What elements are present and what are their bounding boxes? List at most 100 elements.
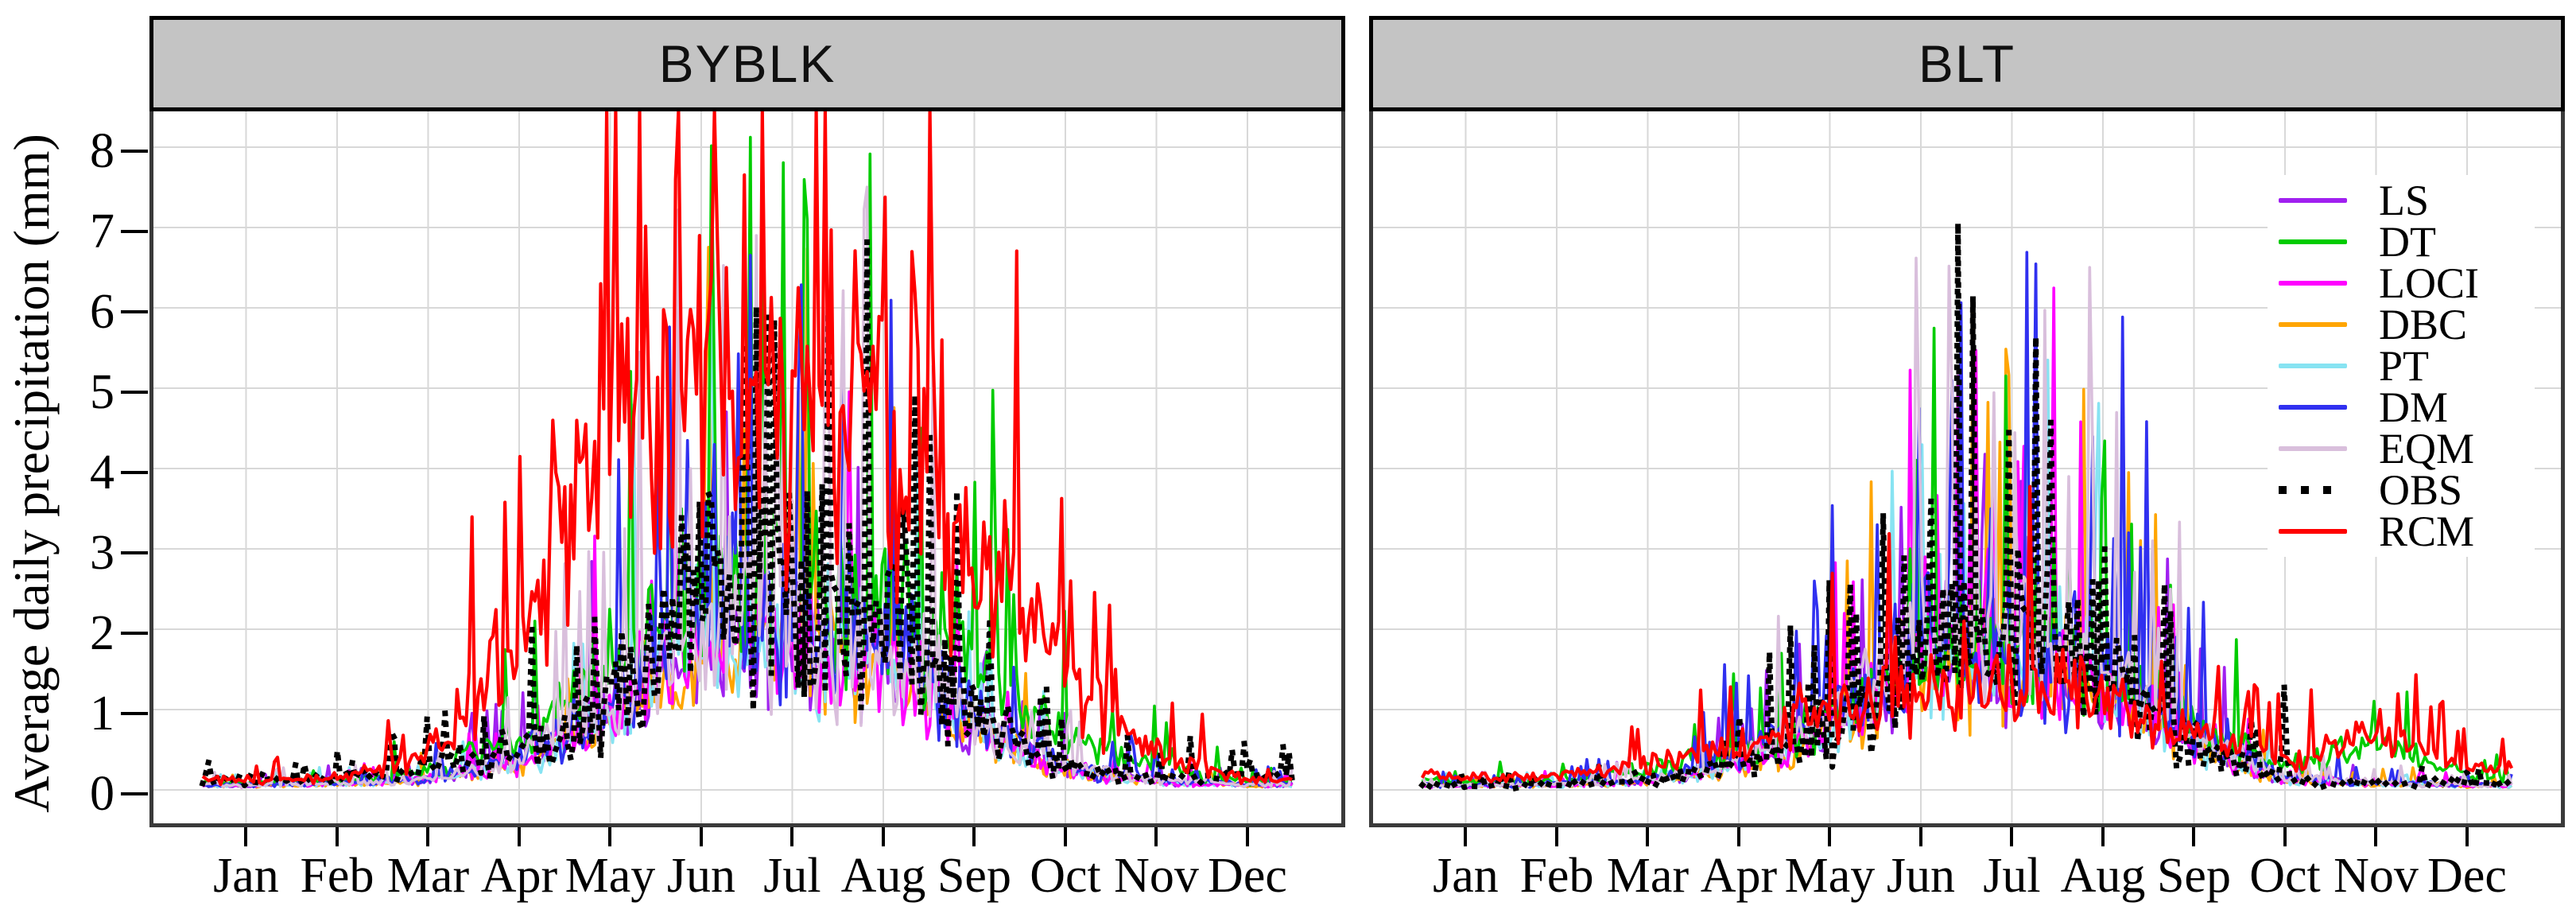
y-tick-5 [121, 391, 148, 394]
x-tick-Jul-panel0 [790, 827, 794, 846]
panel-plot-byblk [149, 111, 1345, 827]
x-tick-Mar-panel1 [1646, 827, 1650, 846]
x-tick-Apr-panel0 [517, 827, 521, 846]
legend-line-icon [2279, 239, 2347, 244]
x-tick-label-Nov-panel1: Nov [2334, 849, 2419, 903]
obs-dot-icon [2323, 486, 2331, 494]
x-tick-May-panel0 [608, 827, 612, 846]
legend-line-icon [2279, 281, 2347, 286]
x-tick-Mar-panel0 [426, 827, 430, 846]
legend-swatch-dt-line-icon [2279, 239, 2355, 244]
legend-line-icon [2279, 364, 2347, 368]
panel-title-byblk: BYBLK [658, 34, 836, 93]
legend-line-icon [2279, 405, 2347, 410]
legend-item-dbc: DBC [2268, 301, 2535, 348]
series-line-obs [1418, 220, 2516, 791]
legend-item-rcm: RCM [2268, 508, 2535, 555]
x-tick-label-Mar-panel1: Mar [1606, 849, 1690, 903]
legend-line-icon [2279, 322, 2347, 327]
y-tick-label-8: 8 [90, 124, 114, 178]
y-tick-label-1: 1 [90, 686, 114, 741]
x-tick-label-Sep-panel0: Sep [937, 849, 1011, 903]
legend-swatch-eqm-line-icon [2279, 446, 2355, 451]
legend-line-icon [2279, 198, 2347, 203]
legend-label-dt: DT [2379, 218, 2436, 266]
legend-label-eqm: EQM [2379, 425, 2474, 473]
x-tick-Sep-panel0 [972, 827, 976, 846]
legend-label-loci: LOCI [2379, 259, 2479, 307]
x-tick-Aug-panel0 [881, 827, 885, 846]
legend-line-icon [2279, 446, 2347, 451]
legend-label-pt: PT [2379, 342, 2430, 390]
y-tick-2 [121, 632, 148, 635]
legend-swatch-rcm-line-icon [2279, 529, 2355, 534]
series-line-obs [199, 238, 1295, 788]
legend-item-ls: LS [2268, 177, 2535, 224]
x-tick-label-Feb-panel1: Feb [1519, 849, 1594, 903]
y-tick-0 [121, 792, 148, 795]
legend-label-dm: DM [2379, 383, 2449, 431]
x-tick-Dec-panel1 [2465, 827, 2469, 846]
x-tick-label-Nov-panel0: Nov [1114, 849, 1199, 903]
x-tick-Nov-panel1 [2374, 827, 2378, 846]
x-tick-Oct-panel1 [2283, 827, 2287, 846]
legend-swatch-ls-line-icon [2279, 198, 2355, 203]
x-tick-Jul-panel1 [2010, 827, 2014, 846]
x-tick-label-Dec-panel1: Dec [2427, 849, 2507, 903]
legend-label-rcm: RCM [2379, 508, 2475, 555]
series-line-rcm [1421, 484, 2514, 784]
x-tick-Jun-panel0 [699, 827, 703, 846]
x-tick-label-Jan-panel0: Jan [213, 849, 279, 903]
x-tick-label-Oct-panel0: Oct [1030, 849, 1101, 903]
x-tick-label-Mar-panel0: Mar [386, 849, 470, 903]
panel-title-blt: BLT [1918, 34, 2016, 93]
x-tick-label-Jul-panel0: Jul [763, 849, 821, 903]
legend-item-loci: LOCI [2268, 259, 2535, 307]
y-tick-6 [121, 310, 148, 313]
x-tick-Aug-panel1 [2101, 827, 2105, 846]
x-tick-label-Feb-panel0: Feb [300, 849, 374, 903]
legend-item-eqm: EQM [2268, 425, 2535, 473]
y-tick-label-7: 7 [90, 204, 114, 259]
byblk-chart-canvas [153, 111, 1341, 823]
legend-item-pt: PT [2268, 342, 2535, 390]
legend-item-dm: DM [2268, 383, 2535, 431]
legend-item-dt: DT [2268, 218, 2535, 266]
x-tick-Feb-panel0 [335, 827, 339, 846]
y-tick-3 [121, 551, 148, 554]
y-tick-7 [121, 230, 148, 233]
legend-swatch-pt-line-icon [2279, 364, 2355, 368]
legend-item-obs: OBS [2268, 469, 2535, 511]
x-tick-Jan-panel1 [1464, 827, 1468, 846]
legend-label-ls: LS [2379, 177, 2430, 224]
panel-strip-blt: BLT [1369, 16, 2565, 111]
x-tick-label-Aug-panel1: Aug [2060, 849, 2146, 903]
x-tick-label-Aug-panel0: Aug [840, 849, 926, 903]
x-tick-label-May-panel1: May [1784, 849, 1876, 903]
x-tick-Sep-panel1 [2192, 827, 2196, 846]
x-tick-Oct-panel0 [1063, 827, 1067, 846]
x-tick-Apr-panel1 [1736, 827, 1740, 846]
y-tick-label-0: 0 [90, 767, 114, 821]
y-tick-label-5: 5 [90, 365, 114, 419]
x-tick-label-Jul-panel1: Jul [1983, 849, 2041, 903]
x-tick-May-panel1 [1828, 827, 1832, 846]
y-tick-1 [121, 712, 148, 715]
legend-label-dbc: DBC [2379, 301, 2468, 348]
x-tick-label-Jan-panel1: Jan [1433, 849, 1499, 903]
x-tick-label-May-panel0: May [564, 849, 656, 903]
y-tick-4 [121, 471, 148, 474]
panel-strip-byblk: BYBLK [149, 16, 1345, 111]
series-line-rcm [201, 111, 1293, 787]
y-tick-8 [121, 150, 148, 153]
legend-swatch-loci-line-icon [2279, 281, 2355, 286]
x-tick-label-Oct-panel1: Oct [2249, 849, 2321, 903]
y-tick-label-4: 4 [90, 445, 114, 500]
y-tick-label-3: 3 [90, 526, 114, 580]
x-tick-label-Apr-panel0: Apr [480, 849, 558, 903]
legend: LS DT LOCI DBC PT DM EQM OBS RCM [2268, 175, 2535, 557]
legend-swatch-dbc-line-icon [2279, 322, 2355, 327]
x-tick-label-Dec-panel0: Dec [1208, 849, 1287, 903]
legend-swatch-obs-dotted-icon [2279, 486, 2355, 494]
